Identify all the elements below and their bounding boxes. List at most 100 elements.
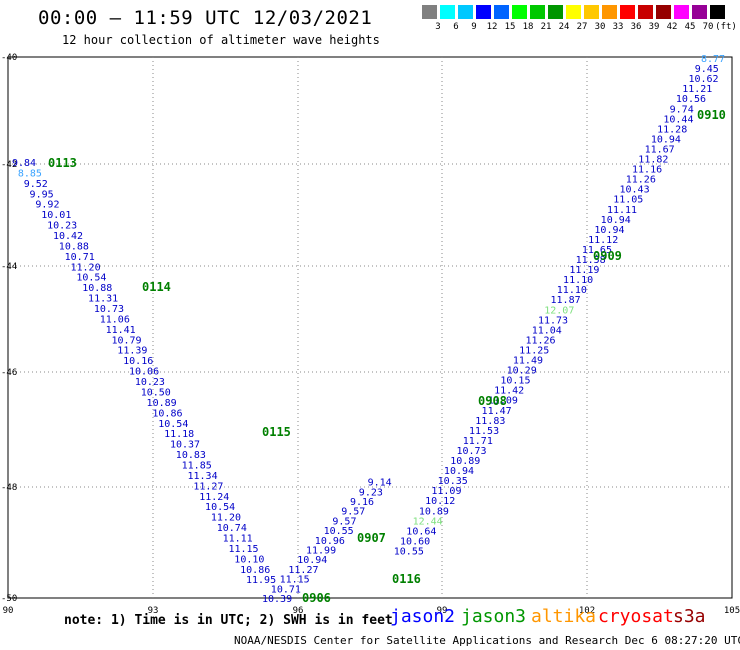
wave-height-value: 10.94 [651, 134, 681, 145]
footer-note: note: 1) Time is in UTC; 2) SWH is in fe… [64, 613, 393, 628]
wave-height-value: 11.06 [100, 314, 130, 325]
wave-height-value: 9.57 [332, 516, 356, 527]
legend-swatch [440, 5, 455, 19]
wave-height-value: 10.86 [152, 408, 182, 419]
wave-height-value: 10.64 [406, 526, 436, 537]
wave-height-value: 11.27 [288, 565, 318, 576]
wave-height-value: 11.53 [469, 426, 499, 437]
wave-height-value: 10.23 [135, 377, 165, 388]
wave-height-value: 11.11 [607, 205, 637, 216]
wave-height-value: 9.84 [12, 158, 36, 169]
wave-height-value: 10.43 [619, 185, 649, 196]
wave-height-value: 12.07 [544, 305, 574, 316]
wave-height-value: 11.20 [71, 262, 101, 273]
pass-id-label: 0114 [142, 280, 171, 294]
wave-height-value: 11.05 [613, 195, 643, 206]
wave-height-value: 10.55 [324, 526, 354, 537]
wave-height-value: 11.47 [482, 406, 512, 417]
wave-height-value: 11.28 [657, 124, 687, 135]
wave-height-value: 11.39 [117, 346, 147, 357]
wave-height-value: 11.10 [557, 285, 587, 296]
wave-height-value: 11.11 [223, 533, 253, 544]
wave-height-value: 10.71 [271, 584, 301, 595]
pass-id-label: 0113 [48, 156, 77, 170]
map-title: 00:00 – 11:59 UTC 12/03/2021 [38, 7, 373, 29]
satellite-label-jason2: jason2 [390, 606, 456, 627]
legend-label: 6 [453, 22, 459, 32]
wave-height-value: 11.49 [513, 356, 543, 367]
wave-height-value: 11.42 [494, 386, 524, 397]
legend-label: 3 [435, 22, 441, 32]
legend-swatch [602, 5, 617, 19]
wave-height-value: 10.50 [141, 387, 171, 398]
pass-id-label: 0908 [478, 394, 507, 408]
wave-height-value: 10.15 [500, 376, 530, 387]
wave-height-value: 10.10 [234, 554, 264, 565]
legend-label: 39 [648, 22, 660, 32]
wave-height-value: 10.79 [111, 335, 141, 346]
wave-height-value: 10.56 [676, 94, 706, 105]
wave-height-value: 11.65 [582, 245, 612, 256]
pass-id-label: 0909 [593, 249, 622, 263]
wave-height-value: 10.73 [456, 446, 486, 457]
wave-height-value: 11.27 [193, 481, 223, 492]
wave-height-value: 11.95 [246, 575, 276, 586]
pass-id-label: 0907 [357, 531, 386, 545]
pass-id-label: 0116 [392, 572, 421, 586]
legend-swatch [476, 5, 491, 19]
wave-height-value: 11.85 [182, 460, 212, 471]
wave-height-value: 10.54 [76, 273, 106, 284]
legend-label: 27 [576, 22, 588, 32]
legend-label: (ft) [715, 22, 737, 32]
satellite-label-cryosat: cryosat [598, 606, 674, 627]
wave-height-value: 10.94 [594, 225, 624, 236]
legend-label: 24 [558, 22, 570, 32]
wave-height-value: 10.86 [240, 565, 270, 576]
wave-height-value: 11.41 [106, 325, 136, 336]
wave-height-value: 10.89 [450, 456, 480, 467]
wave-height-value: 10.16 [123, 356, 153, 367]
wave-height-value: 10.23 [47, 221, 77, 232]
legend-swatch [710, 5, 725, 19]
wave-height-value: 8.77 [701, 54, 725, 65]
legend-swatch [512, 5, 527, 19]
wave-height-value: 10.60 [400, 536, 430, 547]
legend-label: 33 [612, 22, 624, 32]
legend-label: 36 [630, 22, 642, 32]
wave-height-value: 9.57 [341, 507, 365, 518]
wave-height-value: 9.52 [24, 179, 48, 190]
legend-swatch [584, 5, 599, 19]
wave-height-value: 10.71 [65, 252, 95, 263]
y-tick-label: -46 [1, 368, 17, 378]
wave-height-value: 10.01 [41, 210, 71, 221]
wave-height-value: 10.06 [129, 367, 159, 378]
wave-height-value: 10.89 [419, 506, 449, 517]
wave-height-value: 10.42 [53, 231, 83, 242]
x-tick-label: 105 [724, 606, 740, 616]
wave-height-value: 11.67 [645, 144, 675, 155]
wave-height-value: 11.04 [532, 325, 562, 336]
wave-height-value: 10.44 [663, 114, 693, 125]
wave-height-value: 12.44 [413, 516, 443, 527]
x-tick-label: 90 [3, 606, 14, 616]
wave-height-value: 10.83 [176, 450, 206, 461]
wave-height-value: 11.10 [563, 275, 593, 286]
wave-height-value: 11.15 [280, 575, 310, 586]
satellite-label-altika: altika [531, 606, 597, 627]
wave-height-value: 10.39 [262, 594, 292, 605]
wave-height-value: 11.24 [199, 492, 229, 503]
y-tick-label: -48 [1, 483, 17, 493]
wave-height-value: 10.88 [59, 241, 89, 252]
legend-label: 45 [684, 22, 696, 32]
legend-swatch [674, 5, 689, 19]
y-tick-label: -42 [1, 160, 17, 170]
legend-swatch [566, 5, 581, 19]
credit-line: NOAA/NESDIS Center for Satellite Applica… [234, 634, 740, 647]
satellite-label-jason3: jason3 [461, 606, 527, 627]
legend-label: 9 [471, 22, 477, 32]
y-tick-label: -50 [1, 594, 17, 604]
wave-height-value: 10.54 [158, 419, 188, 430]
wave-height-value: 10.55 [394, 546, 424, 557]
